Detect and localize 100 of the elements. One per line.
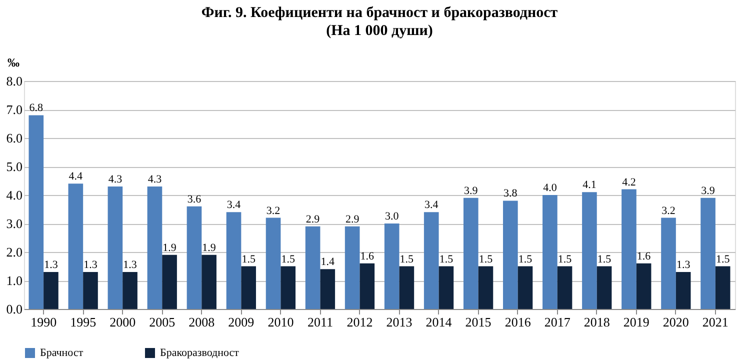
x-tick-label: 2013 [386, 314, 412, 330]
bar [68, 184, 84, 309]
bar [44, 272, 58, 309]
data-label: 3.6 [187, 193, 202, 206]
y-tick-label: 0.0 [6, 302, 22, 316]
bar [83, 272, 98, 309]
data-label: 1.9 [162, 242, 177, 254]
bar [186, 206, 202, 309]
bar [661, 218, 676, 309]
x-tick-label: 2005 [149, 314, 176, 330]
x-tick-label: 2014 [426, 314, 452, 330]
data-label: 4.3 [148, 173, 162, 186]
data-label: 1.5 [242, 253, 256, 266]
y-tick-label: 5.0 [6, 159, 22, 174]
y-tick-label: 7.0 [6, 102, 22, 117]
y-tick-label: 2.0 [6, 244, 22, 260]
y-tick-label: 8.0 [6, 74, 22, 88]
x-tick-label: 2019 [623, 314, 650, 330]
bar [582, 192, 597, 309]
bar [305, 226, 320, 309]
bar [636, 263, 652, 309]
x-tick-label: 2009 [228, 314, 254, 330]
bar [596, 266, 612, 309]
bar [622, 189, 636, 309]
data-label: 3.8 [504, 188, 518, 200]
data-label: 6.8 [29, 102, 44, 114]
bar [715, 266, 730, 309]
bar [384, 224, 400, 309]
legend-label: Брачност [40, 347, 84, 359]
data-label: 3.9 [464, 184, 478, 197]
y-tick-label: 1.0 [6, 273, 22, 288]
bar [344, 226, 360, 309]
x-tick-label: 2020 [662, 314, 689, 330]
x-tick-label: 2018 [584, 314, 610, 330]
x-tick-label: 2010 [268, 314, 294, 330]
bar [700, 198, 716, 309]
data-label: 1.3 [123, 258, 138, 271]
data-label: 1.3 [84, 258, 98, 271]
x-tick-label: 2008 [188, 314, 215, 330]
bar [676, 272, 691, 309]
bar [360, 263, 375, 309]
data-label: 3.4 [424, 199, 439, 212]
bar [438, 266, 454, 309]
bar [542, 195, 558, 309]
x-tick-label: 2011 [307, 314, 333, 330]
bar [478, 266, 494, 309]
chart-title: Фиг. 9. Коефициенти на брачност и бракоразводност [201, 5, 558, 21]
data-label: 4.4 [68, 170, 84, 183]
data-label: 3.2 [266, 204, 280, 217]
data-label: 2.9 [345, 213, 360, 226]
bar [320, 269, 336, 309]
data-label: 1.4 [320, 256, 335, 268]
data-label: 4.1 [582, 179, 596, 192]
bar [122, 272, 138, 309]
x-tick-label: 2012 [346, 314, 373, 330]
bar [108, 186, 123, 309]
x-tick-label: 2000 [110, 314, 136, 330]
chart-subtitle: (На 1 000 души) [326, 23, 433, 39]
x-tick-label: 1990 [30, 314, 57, 330]
y-axis-title: ‰ [8, 56, 20, 70]
bar [202, 254, 216, 309]
data-label: 1.3 [44, 258, 58, 271]
data-label: 4.3 [108, 173, 123, 186]
bar [424, 212, 439, 309]
bar [266, 218, 281, 309]
bar [557, 266, 572, 309]
legend-label: Бракоразводност [160, 347, 240, 359]
y-tick-label: 3.0 [6, 216, 22, 231]
data-label: 1.6 [360, 250, 375, 262]
data-label: 1.6 [636, 250, 652, 262]
data-label: 3.9 [701, 184, 716, 197]
data-label: 1.5 [478, 253, 494, 266]
bar [399, 266, 414, 309]
bar [518, 266, 533, 309]
bar [280, 266, 296, 309]
data-label: 1.5 [400, 253, 414, 266]
x-tick-label: 2016 [504, 314, 532, 330]
y-tick-label: 6.0 [6, 130, 22, 146]
x-tick-label: 2021 [702, 314, 728, 330]
bar [241, 266, 256, 309]
data-label: 4.2 [622, 176, 636, 188]
data-label: 1.5 [716, 253, 730, 266]
bar [147, 186, 162, 309]
data-label: 1.5 [439, 253, 454, 266]
data-label: 1.9 [202, 242, 216, 254]
bar [28, 115, 44, 309]
x-tick-label: 2017 [544, 314, 571, 330]
data-label: 3.4 [226, 199, 242, 212]
data-label: 1.5 [281, 253, 296, 266]
data-label: 1.5 [518, 253, 533, 266]
bar [503, 200, 518, 309]
bar [226, 212, 242, 309]
y-tick-label: 4.0 [6, 188, 22, 202]
data-label: 2.9 [306, 213, 320, 226]
data-label: 4.0 [543, 182, 558, 194]
data-label: 3.0 [384, 210, 400, 222]
x-tick-label: 1995 [70, 314, 96, 330]
x-tick-label: 2015 [465, 314, 492, 330]
data-label: 3.2 [662, 204, 676, 217]
data-label: 1.5 [597, 253, 612, 266]
